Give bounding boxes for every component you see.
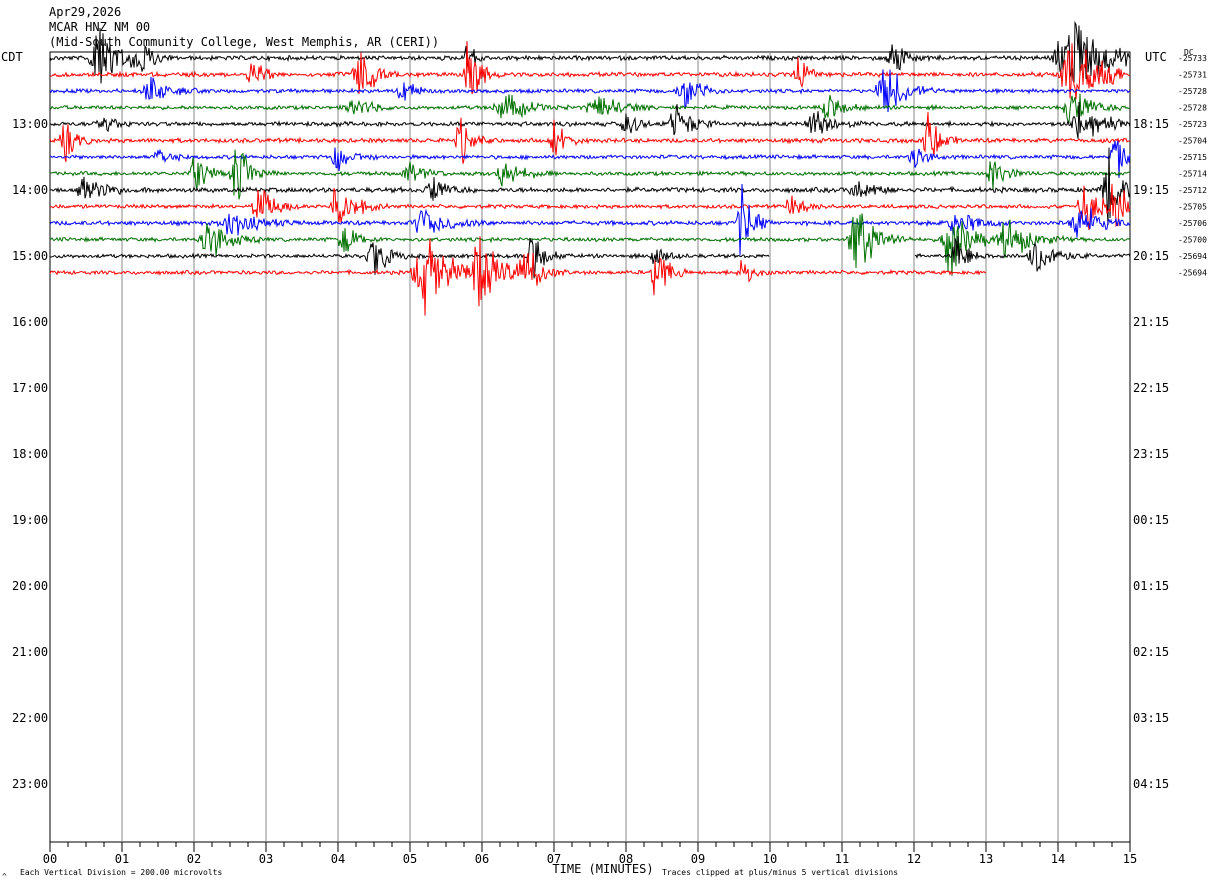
left-hour-label: 15:00: [12, 249, 48, 263]
left-hour-label: 23:00: [12, 777, 48, 791]
trace-row-12: [50, 235, 1131, 279]
right-hour-label: 03:15: [1133, 711, 1169, 725]
dc-offset-label: -25715: [1178, 153, 1207, 162]
right-hour-label: 18:15: [1133, 117, 1169, 131]
trace-row-11: [49, 213, 1131, 276]
left-hour-label: 18:00: [12, 447, 48, 461]
x-tick-label: 01: [115, 852, 129, 866]
dc-offset-label: -25733: [1178, 54, 1207, 63]
trace-row-4: [49, 101, 1131, 139]
trace-row-10: [49, 183, 1131, 256]
dc-offset-label: -25704: [1178, 137, 1207, 146]
trace-row-5: [49, 112, 1131, 164]
trace-row-7: [49, 149, 1131, 200]
right-hour-label: 23:15: [1133, 447, 1169, 461]
dc-offset-label: -25694: [1178, 252, 1207, 261]
dc-offset-label: -25712: [1178, 186, 1207, 195]
x-tick-label: 10: [763, 852, 777, 866]
dc-offset-header: DC: [1184, 48, 1194, 57]
x-tick-label: 04: [331, 852, 345, 866]
label-layer: 00 01 02 03 04 05 06 07 08 09 10 11 12 13 14 15 13:00 14:…: [12, 54, 1207, 866]
left-hour-label: 13:00: [12, 117, 48, 131]
plot-date: Apr29,2026: [49, 5, 122, 19]
right-timezone-label: UTC: [1145, 50, 1167, 64]
x-tick-label: 05: [403, 852, 417, 866]
dc-offset-label: -25714: [1178, 170, 1207, 179]
dc-offset-label: -25705: [1178, 203, 1207, 212]
left-timezone-label: CDT: [1, 50, 23, 64]
dc-offset-label: -25706: [1178, 219, 1207, 228]
dc-offset-label: -25694: [1178, 269, 1207, 278]
trace-row-9: [49, 183, 1131, 231]
trace-row-13: [49, 236, 986, 316]
trace-row-8: [49, 147, 1131, 226]
trace-row-2: [49, 69, 1131, 113]
x-tick-label: 03: [259, 852, 273, 866]
left-hour-label: 21:00: [12, 645, 48, 659]
right-hour-label: 21:15: [1133, 315, 1169, 329]
dc-offset-label: -25700: [1178, 236, 1207, 245]
trace-row-6: [49, 140, 1131, 178]
plot-frame: [49, 51, 1131, 843]
left-hour-label: 14:00: [12, 183, 48, 197]
left-hour-label: 20:00: [12, 579, 48, 593]
trace-row-0: [49, 20, 1131, 84]
x-tick-label: 15: [1123, 852, 1137, 866]
right-hour-label: 22:15: [1133, 381, 1169, 395]
right-hour-label: 02:15: [1133, 645, 1169, 659]
right-hour-label: 04:15: [1133, 777, 1169, 791]
trace-layer: [49, 20, 1131, 316]
grid-layer: [49, 51, 1131, 852]
dc-offset-label: -25723: [1178, 120, 1207, 129]
clip-note: Traces clipped at plus/minus 5 vertical …: [662, 868, 898, 877]
x-axis-label: TIME (MINUTES): [552, 862, 653, 876]
dc-offset-label: -25728: [1178, 104, 1207, 113]
x-tick-label: 13: [979, 852, 993, 866]
corner-mark: ^: [2, 872, 7, 881]
trace-row-1: [49, 41, 1131, 100]
right-hour-label: 01:15: [1133, 579, 1169, 593]
x-tick-label: 12: [907, 852, 921, 866]
x-tick-label: 11: [835, 852, 849, 866]
x-tick-label: 07: [547, 852, 561, 866]
dc-offset-label: -25731: [1178, 71, 1207, 80]
left-hour-label: 19:00: [12, 513, 48, 527]
x-tick-label: 14: [1051, 852, 1065, 866]
left-hour-label: 22:00: [12, 711, 48, 725]
right-hour-label: 19:15: [1133, 183, 1169, 197]
trace-row-3: [49, 93, 1131, 124]
left-hour-label: 16:00: [12, 315, 48, 329]
right-hour-label: 20:15: [1133, 249, 1169, 263]
x-tick-label: 00: [43, 852, 57, 866]
x-tick-label: 08: [619, 852, 633, 866]
x-tick-label: 09: [691, 852, 705, 866]
x-tick-label: 06: [475, 852, 489, 866]
dc-offset-label: -25728: [1178, 87, 1207, 96]
x-tick-label: 02: [187, 852, 201, 866]
station-code: MCAR HNZ NM 00: [49, 20, 151, 34]
scale-note: Each Vertical Division = 200.00 microvol…: [20, 868, 222, 877]
right-hour-label: 00:15: [1133, 513, 1169, 527]
left-hour-label: 17:00: [12, 381, 48, 395]
